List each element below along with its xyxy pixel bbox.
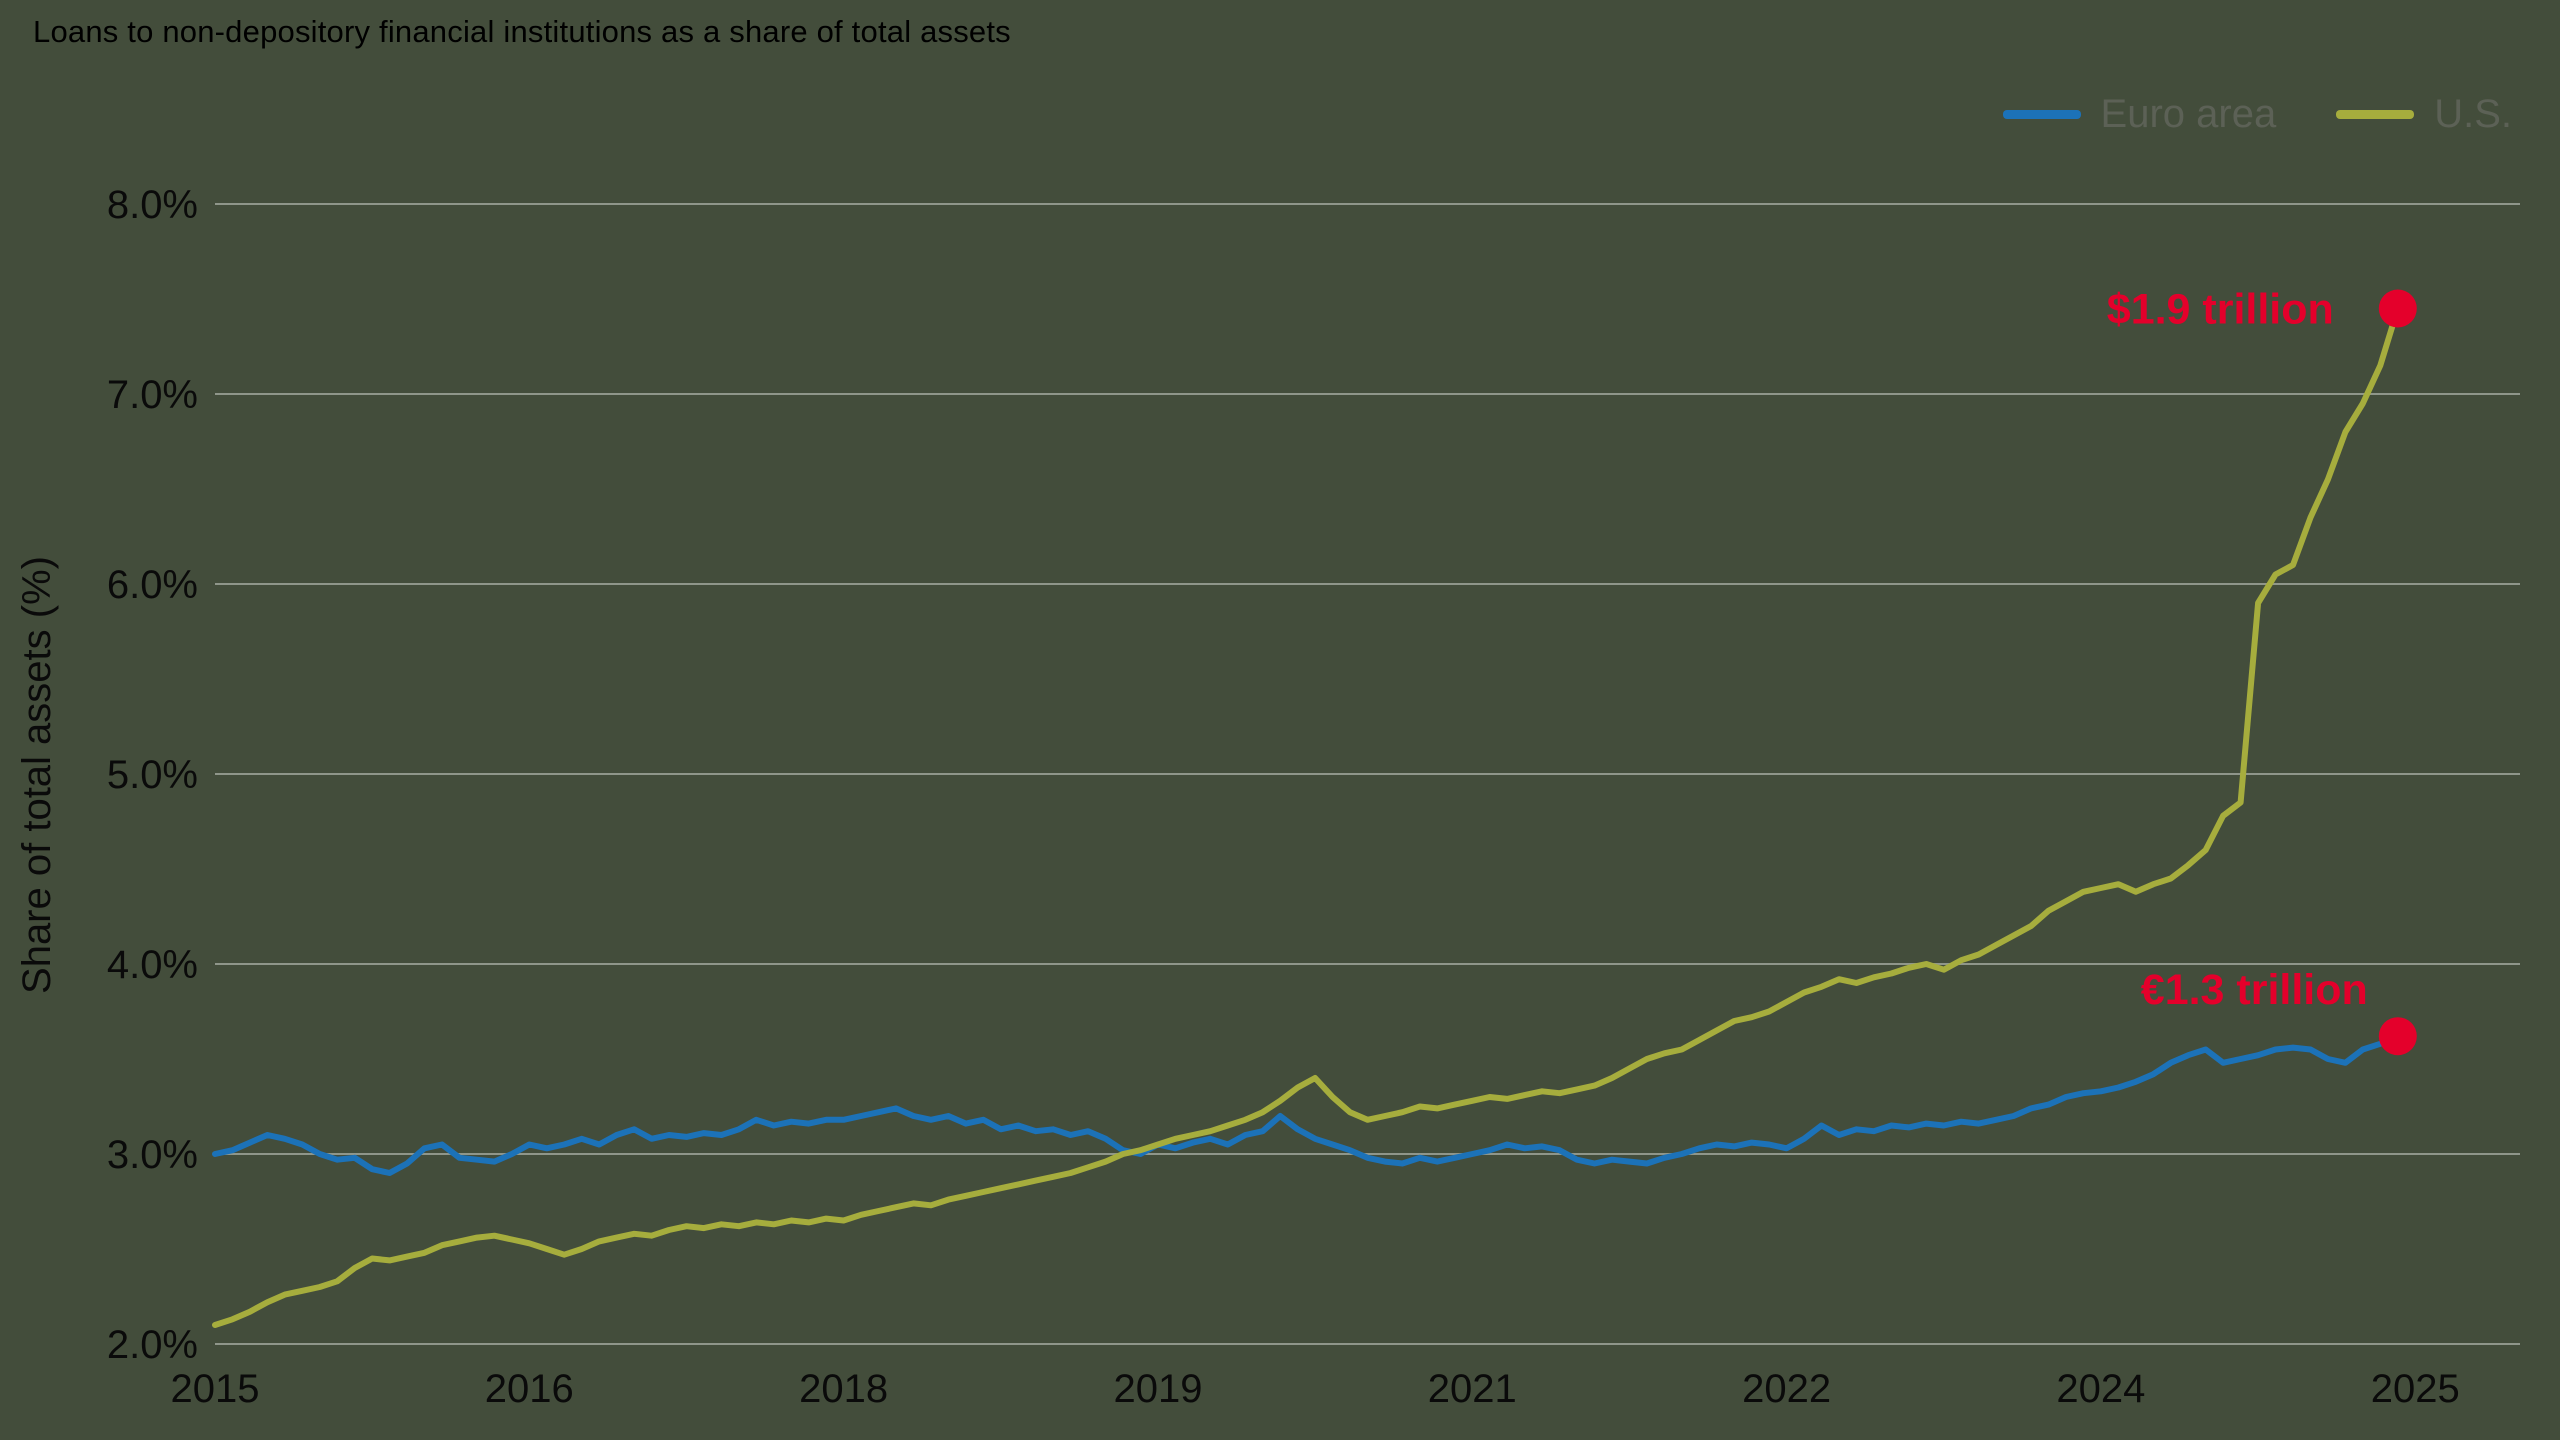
legend-label-us: U.S. [2434,92,2512,136]
y-tick-label: 6.0% [107,563,198,607]
y-tick-label: 8.0% [107,183,198,227]
series-lines [212,305,2401,1328]
y-tick-label: 3.0% [107,1133,198,1177]
euro-area-line [212,1033,2401,1176]
gridlines [215,203,2520,1345]
euro-area-end-dot [2378,1017,2417,1056]
series-end-markers [2378,289,2417,1056]
x-tick-label: 2019 [1114,1367,1203,1411]
y-tick-label: 4.0% [107,943,198,987]
legend-label-euro-area: Euro area [2100,92,2277,136]
y-axis-tick-labels: 2.0% 3.0% 4.0% 5.0% 6.0% 7.0% 8.0% [107,183,198,1367]
x-tick-label: 2021 [1428,1367,1517,1411]
x-axis-tick-labels: 2015 2016 2018 2019 2021 2022 2024 2025 [171,1367,2460,1411]
legend: Euro area U.S. [2002,92,2512,137]
y-tick-label: 2.0% [107,1323,198,1367]
y-tick-label: 7.0% [107,373,198,417]
x-tick-label: 2025 [2371,1367,2460,1411]
us-line [212,305,2401,1328]
y-tick-label: 5.0% [107,753,198,797]
chart-title: Loans to non-depository financial instit… [33,14,1011,49]
us-end-dot [2378,289,2417,328]
euro-area-line-swatch [2002,110,2081,119]
x-tick-label: 2022 [1742,1367,1831,1411]
legend-item-us: U.S. [2336,92,2512,137]
x-tick-label: 2015 [171,1367,260,1411]
x-tick-label: 2016 [485,1367,574,1411]
value-annotations: €1.3 trillion $1.9 trillion [2107,286,2368,1015]
us-value-label: $1.9 trillion [2107,286,2334,334]
us-line-swatch [2336,110,2415,119]
x-tick-label: 2024 [2056,1367,2145,1411]
euro-area-value-label: €1.3 trillion [2141,966,2368,1014]
x-tick-label: 2018 [799,1367,888,1411]
legend-item-euro-area: Euro area [2002,92,2277,137]
y-axis-title: Share of total assets (%) [15,556,59,994]
